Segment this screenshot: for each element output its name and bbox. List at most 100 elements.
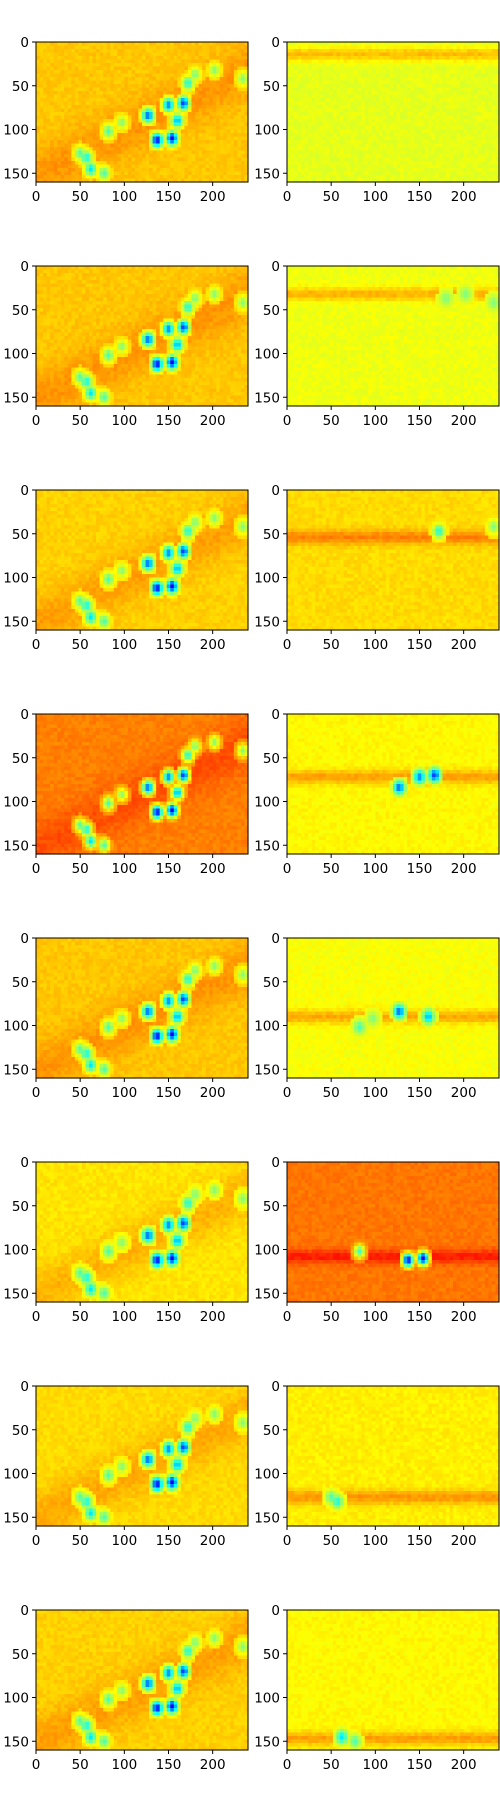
heatmap-cell (407, 168, 412, 173)
heatmap-cell (240, 147, 246, 152)
heatmap-cell (311, 94, 316, 99)
heatmap-cell (385, 56, 391, 61)
heatmap-cell (329, 175, 334, 180)
heatmap-cell (237, 147, 242, 152)
heatmap-cell (163, 171, 168, 176)
heatmap-cell (159, 73, 164, 78)
heatmap-cell (64, 168, 69, 173)
heatmap-cell (89, 161, 94, 166)
heatmap-cell (219, 136, 224, 141)
heatmap-cell (304, 122, 309, 127)
heatmap-cell (113, 63, 118, 68)
heatmap-cell (495, 56, 500, 61)
heatmap-cell (166, 147, 171, 152)
heatmap-cell (460, 175, 465, 180)
heatmap-cell (226, 115, 231, 120)
heatmap-cell (240, 49, 246, 54)
heatmap-cell (209, 98, 214, 103)
heatmap-cell (336, 63, 341, 68)
heatmap-cell (198, 77, 203, 82)
heatmap-cell (131, 269, 136, 274)
heatmap-cell (244, 150, 249, 155)
heatmap-cell (89, 122, 94, 127)
heatmap-cell (336, 122, 341, 127)
heatmap-cell (173, 171, 178, 176)
heatmap-cell (120, 56, 125, 61)
heatmap-cell (446, 63, 451, 68)
heatmap-cell (495, 175, 500, 180)
heatmap-cell (67, 140, 72, 145)
heatmap-cell (209, 161, 214, 166)
heatmap-cell (212, 77, 217, 82)
heatmap-cell (233, 77, 238, 82)
heatmap-cell (470, 168, 475, 173)
heatmap-cell (177, 105, 182, 110)
heatmap-cell (343, 133, 348, 138)
heatmap-cell (202, 157, 207, 162)
heatmap-cell (96, 133, 101, 138)
heatmap-cell (368, 101, 373, 106)
heatmap-cell (159, 168, 164, 173)
heatmap-cell (463, 59, 468, 64)
heatmap-cell (138, 112, 143, 117)
heatmap-cell (92, 119, 97, 124)
heatmap-cell (368, 168, 373, 173)
heatmap-cell (195, 175, 200, 180)
heatmap-cell (453, 136, 458, 141)
heatmap-cell (336, 91, 341, 96)
heatmap-cell (449, 157, 454, 162)
heatmap-cell (336, 168, 341, 173)
heatmap-cell (287, 49, 292, 54)
heatmap-cell (438, 59, 444, 64)
heatmap-cell (287, 150, 292, 155)
heatmap-cell (64, 143, 69, 148)
heatmap-cell (442, 122, 447, 127)
heatmap-cell (347, 112, 352, 117)
heatmap-cell (177, 175, 182, 180)
heatmap-cell (39, 154, 44, 159)
heatmap-cell (332, 136, 338, 141)
heatmap-cell (428, 129, 433, 134)
heatmap-cell (315, 66, 320, 71)
heatmap-cell (191, 70, 196, 75)
heatmap-cell (350, 101, 355, 106)
heatmap-cell (332, 49, 338, 54)
heatmap-cell (209, 49, 214, 54)
heatmap-cell (170, 66, 175, 71)
heatmap-cell (120, 98, 125, 103)
heatmap-cell (74, 91, 79, 96)
heatmap-cell (219, 42, 224, 47)
heatmap-cell (43, 157, 48, 162)
heatmap-cell (180, 119, 185, 124)
heatmap-cell (180, 129, 185, 134)
heatmap-cell (340, 73, 345, 78)
heatmap-cell (301, 52, 306, 57)
heatmap-cell (368, 122, 373, 127)
heatmap-cell (216, 157, 221, 162)
heatmap-cell (322, 98, 327, 103)
heatmap-cell (209, 122, 214, 127)
heatmap-cell (71, 77, 76, 82)
heatmap-cell (340, 108, 345, 113)
heatmap-cell (46, 273, 51, 278)
heatmap-cell (389, 98, 394, 103)
heatmap-cell (470, 119, 475, 124)
heatmap-cell (46, 171, 51, 176)
heatmap-cell (470, 122, 475, 127)
heatmap-cell (85, 157, 90, 162)
heatmap-cell (57, 105, 62, 110)
heatmap-cell (400, 161, 405, 166)
heatmap-cell (81, 136, 87, 141)
heatmap-cell (43, 171, 48, 176)
heatmap-cell (332, 84, 338, 89)
heatmap-cell (53, 87, 58, 92)
heatmap-cell (163, 49, 168, 54)
heatmap-cell (149, 266, 154, 271)
heatmap-cell (449, 45, 454, 50)
heatmap-cell (343, 66, 348, 71)
heatmap-cell (488, 66, 493, 71)
heatmap-cell (53, 73, 58, 78)
heatmap-cell (304, 164, 309, 169)
heatmap-cell (481, 84, 486, 89)
heatmap-cell (145, 80, 150, 85)
